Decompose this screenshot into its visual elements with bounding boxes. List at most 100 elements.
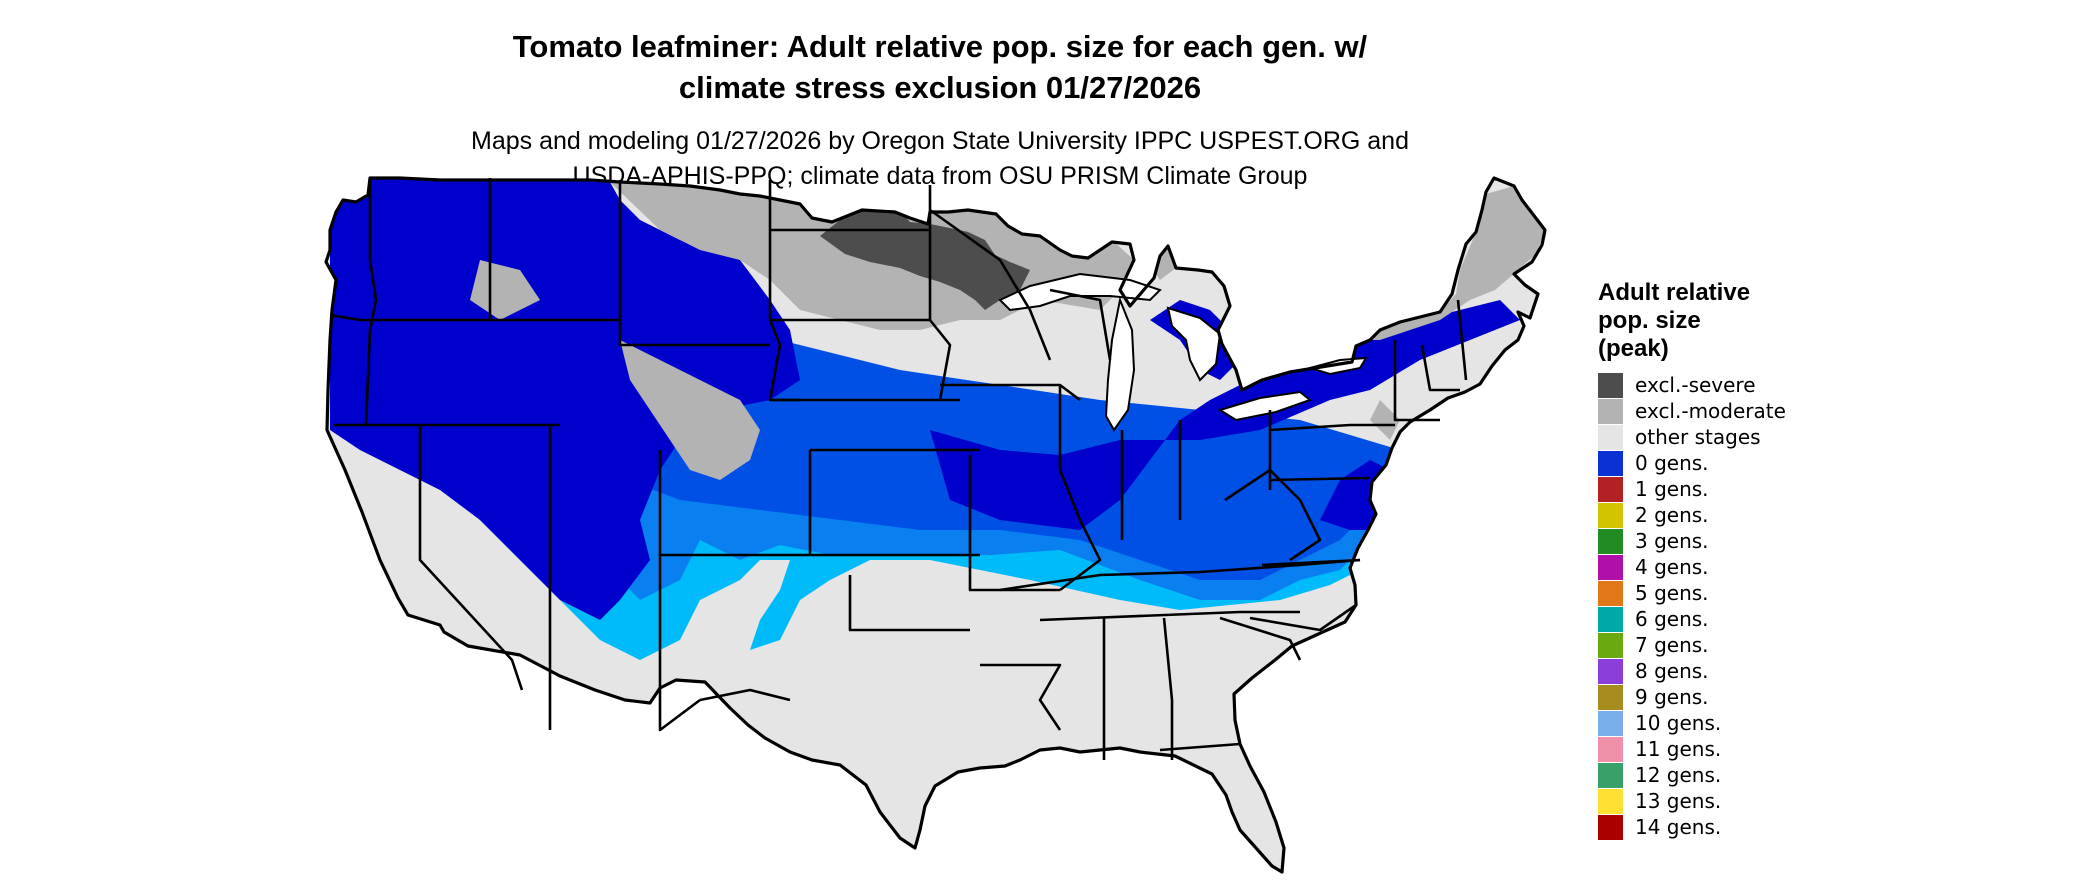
boundary-az-nm: [658, 555, 701, 732]
legend-item: 14 gens.: [1598, 814, 1918, 840]
legend-swatch: [1598, 658, 1623, 684]
legend-item: 8 gens.: [1598, 658, 1918, 684]
great-lakes: [998, 272, 1368, 432]
lake-huron: [1166, 306, 1222, 382]
region-moderate: [470, 182, 1545, 480]
legend-swatch: [1598, 632, 1623, 658]
state-boundaries: [329, 178, 1468, 760]
boundary-ny-ne: [1393, 340, 1440, 422]
legend-label: 5 gens.: [1635, 581, 1709, 605]
boundary-tn-south: [1039, 610, 1300, 622]
lake-superior: [998, 272, 1162, 312]
map-regions: [330, 178, 1545, 660]
legend-item: 4 gens.: [1598, 554, 1918, 580]
legend-swatch: [1598, 762, 1623, 788]
boundary-nc-sc: [1249, 603, 1357, 632]
boundary-co-east: [808, 450, 980, 557]
boundary-tx-west: [699, 688, 791, 702]
legend-label: 8 gens.: [1635, 659, 1709, 683]
legend-item: 1 gens.: [1598, 476, 1918, 502]
legend-item: 5 gens.: [1598, 580, 1918, 606]
legend-title-line-1: Adult relative: [1598, 279, 1751, 306]
map-title-line-2: climate stress exclusion 01/27/2026: [678, 70, 1202, 105]
legend-swatch: [1598, 684, 1623, 710]
legend-item: 9 gens.: [1598, 684, 1918, 710]
legend-item: excl.-severe: [1598, 372, 1918, 398]
legend-label: 11 gens.: [1635, 737, 1722, 761]
legend-item: 12 gens.: [1598, 762, 1918, 788]
boundary-al-ga: [1162, 617, 1174, 760]
lake-erie: [1217, 390, 1313, 422]
boundary-pa-ny: [1269, 423, 1395, 432]
boundary-vt-nh: [1420, 344, 1460, 392]
legend-title: Adult relative pop. size (peak): [1598, 279, 1918, 363]
legend-label: 0 gens.: [1635, 451, 1709, 475]
boundary-nh-me: [1456, 299, 1468, 381]
legend-swatch: [1598, 476, 1623, 502]
boundary-mt-wy: [490, 318, 770, 347]
boundary-va-nc: [1261, 558, 1361, 567]
legend-item: excl.-moderate: [1598, 398, 1918, 424]
map-title-line-1: Tomato leafminer: Adult relative pop. si…: [512, 29, 1368, 64]
legend-label: 10 gens.: [1635, 711, 1722, 735]
map-title: Tomato leafminer: Adult relative pop. si…: [340, 26, 1540, 108]
legend-item: 10 gens.: [1598, 710, 1918, 736]
boundary-ut-co: [658, 450, 810, 557]
boundary-ca-nv: [418, 425, 524, 691]
region-dark-blue: [330, 178, 1520, 620]
legend-label: 2 gens.: [1635, 503, 1709, 527]
legend-item: other stages: [1598, 424, 1918, 450]
boundary-mn-wi: [929, 208, 1052, 361]
legend-items: excl.-severe excl.-moderate other stages 0 …: [1598, 372, 1918, 840]
boundary-ga-fl: [1159, 742, 1241, 752]
legend-label: 1 gens.: [1635, 477, 1709, 501]
legend-title-line-2: pop. size: [1598, 307, 1701, 334]
legend-title-line-3: (peak): [1598, 335, 1669, 362]
legend-label: 3 gens.: [1635, 529, 1709, 553]
legend-label: 9 gens.: [1635, 685, 1709, 709]
boundary-pa-md: [1269, 476, 1371, 482]
boundary-ar-la: [980, 663, 1062, 731]
boundary-mo-il-ky: [1058, 385, 1102, 592]
boundary-wa-or: [329, 313, 490, 322]
legend-swatch: [1598, 788, 1623, 814]
legend-label: 13 gens.: [1635, 789, 1722, 813]
legend-swatch: [1598, 450, 1623, 476]
boundary-wi-mi: [1049, 288, 1112, 361]
legend-label: 14 gens.: [1635, 815, 1722, 839]
boundary-mn-ia: [928, 185, 952, 401]
map-legend: Adult relative pop. size (peak) excl.-se…: [1598, 279, 1918, 840]
boundary-ok-tx: [848, 575, 970, 632]
map-subtitle-line-1: Maps and modeling 01/27/2026 by Oregon S…: [471, 127, 1409, 155]
legend-item: 0 gens.: [1598, 450, 1918, 476]
legend-label: other stages: [1635, 425, 1761, 449]
legend-label: excl.-severe: [1635, 373, 1756, 397]
legend-swatch: [1598, 528, 1623, 554]
boundary-mo-ar: [968, 455, 1060, 592]
legend-swatch: [1598, 502, 1623, 528]
lake-michigan: [1104, 296, 1136, 432]
legend-item: 11 gens.: [1598, 736, 1918, 762]
legend-label: excl.-moderate: [1635, 399, 1786, 423]
legend-item: 7 gens.: [1598, 632, 1918, 658]
legend-label: 6 gens.: [1635, 607, 1709, 631]
boundary-wv-va: [1224, 468, 1322, 562]
legend-swatch: [1598, 372, 1623, 398]
region-severe: [820, 210, 1030, 310]
legend-swatch: [1598, 554, 1623, 580]
legend-swatch: [1598, 424, 1623, 450]
legend-swatch: [1598, 606, 1623, 632]
legend-label: 4 gens.: [1635, 555, 1709, 579]
boundary-ga-sc: [1219, 616, 1302, 661]
legend-swatch: [1598, 580, 1623, 606]
legend-swatch: [1598, 736, 1623, 762]
legend-item: 6 gens.: [1598, 606, 1918, 632]
legend-swatch: [1598, 814, 1623, 840]
legend-item: 3 gens.: [1598, 528, 1918, 554]
legend-label: 7 gens.: [1635, 633, 1709, 657]
legend-swatch: [1598, 710, 1623, 736]
boundary-id-west: [364, 178, 378, 426]
legend-item: 2 gens.: [1598, 502, 1918, 528]
legend-label: 12 gens.: [1635, 763, 1722, 787]
